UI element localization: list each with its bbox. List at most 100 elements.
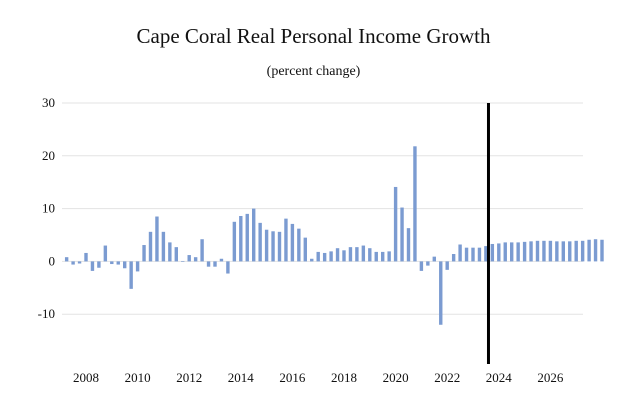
bar — [110, 261, 114, 265]
bar — [439, 261, 443, 325]
bar — [252, 208, 256, 262]
bar — [580, 240, 585, 262]
y-tick-label: 10 — [42, 201, 55, 216]
bar — [426, 261, 430, 266]
bar — [574, 240, 578, 262]
bar — [271, 231, 275, 262]
bar — [264, 229, 269, 262]
bar — [181, 261, 185, 262]
bar — [503, 242, 507, 262]
bar — [226, 261, 230, 274]
bar — [342, 250, 346, 262]
bar — [64, 257, 69, 262]
bar — [529, 241, 533, 262]
y-axis-ticks: 30 20 10 0 -10 — [38, 95, 55, 321]
bar — [213, 261, 217, 267]
bar — [542, 240, 546, 262]
bar — [77, 261, 82, 264]
bar — [600, 239, 604, 262]
bar — [510, 242, 514, 262]
bar — [451, 254, 456, 262]
y-tick-label: -10 — [38, 306, 55, 321]
x-tick-label: 2014 — [228, 370, 255, 385]
x-tick-label: 2024 — [486, 370, 513, 385]
bar — [568, 241, 572, 262]
bar — [368, 248, 372, 262]
bar — [413, 146, 417, 262]
x-tick-label: 2020 — [383, 370, 409, 385]
bar — [522, 241, 527, 262]
x-tick-label: 2022 — [434, 370, 460, 385]
bar — [445, 261, 449, 270]
y-tick-label: 20 — [42, 148, 55, 163]
bar — [303, 237, 307, 262]
x-tick-label: 2008 — [73, 370, 99, 385]
x-tick-label: 2016 — [279, 370, 306, 385]
x-axis-ticks: 2008 2010 2012 2014 2016 2018 2020 2022 2024 2026 — [73, 370, 564, 385]
bar — [116, 261, 120, 265]
bar — [148, 231, 153, 262]
bar — [490, 243, 495, 262]
bar — [548, 240, 553, 262]
bar — [355, 247, 359, 262]
bar — [284, 218, 288, 262]
bar — [587, 239, 591, 262]
bar — [432, 256, 436, 262]
bar — [374, 251, 378, 262]
bar — [419, 261, 424, 271]
y-tick-label: 0 — [49, 253, 56, 268]
bar — [206, 261, 211, 267]
bar — [71, 261, 75, 265]
bar — [497, 243, 501, 262]
bar — [90, 261, 95, 271]
x-tick-label: 2012 — [176, 370, 202, 385]
bar — [245, 213, 249, 262]
gridlines — [62, 102, 583, 315]
bar — [322, 252, 327, 262]
bar — [329, 251, 333, 262]
bar — [142, 245, 146, 262]
bar — [555, 241, 559, 262]
bar — [348, 247, 353, 262]
bar — [97, 261, 101, 268]
bar — [290, 223, 295, 262]
bar — [593, 239, 598, 262]
bar — [277, 231, 282, 262]
x-tick-label: 2010 — [125, 370, 151, 385]
bar — [335, 248, 340, 262]
bar — [484, 246, 488, 262]
bar — [361, 245, 366, 262]
chart-subtitle: (percent change) — [266, 64, 361, 79]
bar — [129, 261, 133, 289]
bar — [219, 258, 224, 262]
x-tick-label: 2018 — [331, 370, 357, 385]
bar — [135, 261, 140, 272]
bar — [393, 186, 398, 262]
bar — [471, 247, 475, 262]
bar — [200, 239, 204, 262]
bar — [464, 247, 469, 262]
bar — [174, 247, 178, 262]
bar — [297, 228, 301, 262]
bar — [535, 240, 540, 262]
bar — [258, 222, 262, 262]
bar — [406, 228, 411, 262]
chart-title: Cape Coral Real Personal Income Growth — [136, 24, 491, 48]
bar — [381, 251, 385, 262]
bar — [387, 251, 391, 262]
bar — [458, 244, 462, 262]
bar — [310, 258, 314, 262]
bar — [193, 257, 198, 262]
x-tick-label: 2026 — [537, 370, 564, 385]
bar-series — [64, 146, 604, 325]
bar — [155, 216, 159, 262]
bar — [123, 261, 127, 269]
bar — [239, 215, 243, 262]
bar — [400, 207, 404, 262]
bar — [84, 252, 88, 262]
bar — [561, 241, 565, 262]
bar — [516, 242, 520, 262]
bar — [103, 245, 108, 262]
y-tick-label: 30 — [42, 95, 55, 110]
